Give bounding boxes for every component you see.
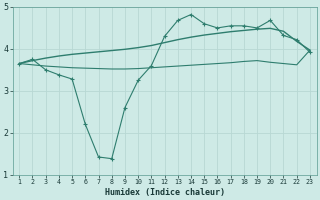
- X-axis label: Humidex (Indice chaleur): Humidex (Indice chaleur): [105, 188, 225, 197]
